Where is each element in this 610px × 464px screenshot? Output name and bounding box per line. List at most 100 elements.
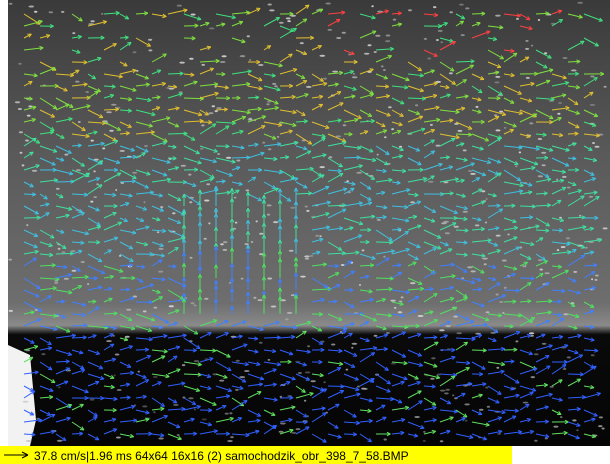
particle (507, 234, 509, 236)
particle (227, 440, 233, 442)
particle (502, 260, 507, 262)
particle (142, 405, 147, 407)
particle (223, 241, 227, 243)
particle (529, 122, 533, 124)
particle (591, 278, 593, 280)
particle (468, 170, 472, 172)
particle (590, 75, 594, 77)
particle (522, 265, 526, 267)
particle (216, 107, 221, 109)
particle (241, 278, 244, 280)
particle (188, 174, 191, 176)
particle (496, 294, 499, 296)
particle (209, 27, 215, 29)
particle (445, 232, 450, 234)
particle (471, 270, 476, 272)
particle (428, 181, 434, 183)
particle (449, 11, 453, 13)
particle (280, 423, 286, 425)
particle (274, 85, 277, 87)
particle (267, 214, 270, 216)
particle (259, 253, 263, 255)
particle (401, 296, 404, 298)
particle (467, 266, 472, 268)
particle (364, 53, 370, 55)
particle (269, 9, 274, 11)
particle (431, 357, 435, 359)
particle (310, 380, 316, 382)
particle (72, 32, 75, 34)
particle (158, 438, 164, 440)
particle (71, 250, 76, 252)
particle (93, 170, 96, 172)
particle (591, 354, 595, 356)
vector (520, 278, 534, 279)
particle (144, 201, 146, 203)
particle (377, 219, 381, 221)
particle (550, 386, 554, 388)
particle (410, 201, 415, 203)
particle (427, 58, 431, 60)
particle (445, 389, 450, 391)
particle (410, 282, 415, 284)
particle (573, 271, 577, 273)
particle (534, 353, 539, 355)
particle (538, 19, 540, 21)
particle (191, 14, 196, 16)
particle (304, 255, 310, 257)
particle (461, 277, 464, 279)
particle (298, 372, 302, 374)
particle (377, 154, 379, 156)
particle (408, 9, 412, 11)
particle (430, 124, 433, 126)
particle (169, 305, 174, 307)
particle (599, 416, 603, 418)
vector (264, 337, 281, 338)
particle (485, 222, 487, 224)
vector (472, 350, 487, 351)
particle (384, 136, 387, 138)
particle (309, 255, 313, 257)
particle (236, 360, 240, 362)
particle (266, 103, 269, 105)
particle (351, 347, 353, 349)
particle (251, 241, 254, 243)
particle (25, 140, 29, 142)
particle (361, 388, 366, 390)
particle (204, 298, 208, 300)
particle (386, 332, 390, 334)
particle (572, 419, 576, 421)
particle (567, 356, 571, 358)
particle (479, 409, 484, 411)
particle (304, 400, 306, 402)
particle (240, 55, 245, 57)
particle (323, 78, 327, 80)
particle (58, 386, 61, 388)
particle (454, 226, 459, 228)
particle (287, 312, 293, 314)
particle (204, 238, 207, 240)
particle (485, 387, 488, 389)
particle (515, 340, 518, 342)
particle (115, 354, 120, 356)
particle (544, 52, 547, 54)
particle (116, 437, 121, 439)
particle (201, 64, 205, 66)
particle (93, 196, 97, 198)
particle (516, 18, 519, 20)
particle (72, 270, 77, 272)
particle (567, 187, 571, 189)
particle (136, 70, 138, 72)
particle (81, 261, 85, 263)
particle (368, 44, 372, 46)
particle (371, 5, 373, 7)
particle (357, 386, 360, 388)
particle (556, 179, 558, 181)
particle (482, 258, 488, 260)
particle (595, 275, 599, 277)
particle (346, 369, 349, 371)
particle (440, 440, 444, 442)
vector (56, 253, 74, 254)
vector (344, 157, 360, 158)
particle (305, 371, 311, 373)
